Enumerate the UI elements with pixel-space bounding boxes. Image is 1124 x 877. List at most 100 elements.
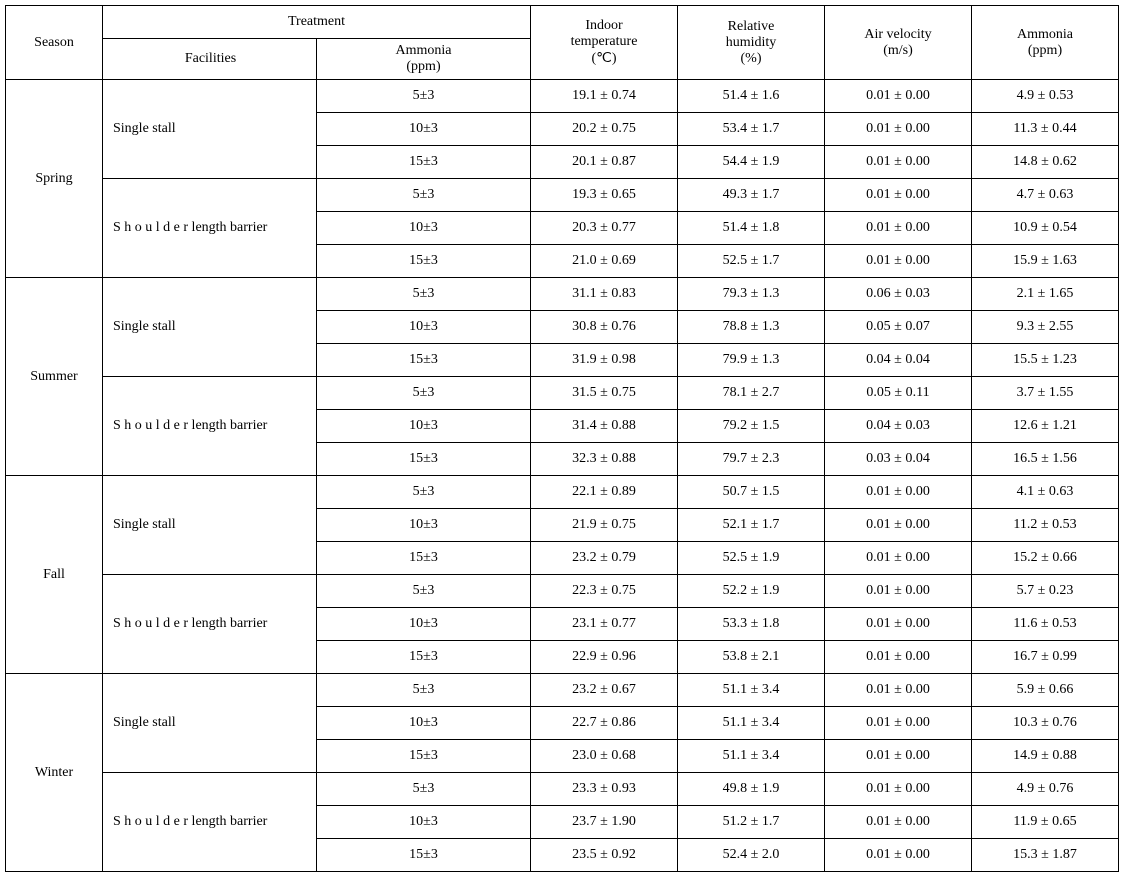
data-cell: 52.1 ± 1.7: [678, 509, 825, 542]
header-treatment: Treatment: [103, 6, 531, 39]
data-cell: 14.9 ± 0.88: [972, 740, 1119, 773]
data-cell: 0.01 ± 0.00: [825, 212, 972, 245]
data-cell: 4.9 ± 0.76: [972, 773, 1119, 806]
data-cell: 15.9 ± 1.63: [972, 245, 1119, 278]
season-cell: Winter: [6, 674, 103, 872]
data-cell: 11.9 ± 0.65: [972, 806, 1119, 839]
data-cell: 11.2 ± 0.53: [972, 509, 1119, 542]
data-cell: 79.7 ± 2.3: [678, 443, 825, 476]
treatment-cell: 5±3: [317, 773, 531, 806]
treatment-cell: 10±3: [317, 212, 531, 245]
data-cell: 22.3 ± 0.75: [531, 575, 678, 608]
data-cell: 51.1 ± 3.4: [678, 740, 825, 773]
treatment-cell: 10±3: [317, 113, 531, 146]
data-cell: 52.5 ± 1.9: [678, 542, 825, 575]
facilities-cell: Single stall: [103, 278, 317, 377]
data-cell: 21.9 ± 0.75: [531, 509, 678, 542]
table-row: WinterSingle stall5±323.2 ± 0.6751.1 ± 3…: [6, 674, 1119, 707]
treatment-cell: 10±3: [317, 509, 531, 542]
data-table: Season Treatment Indoortemperature(℃) Re…: [5, 5, 1119, 872]
data-cell: 0.04 ± 0.04: [825, 344, 972, 377]
data-cell: 14.8 ± 0.62: [972, 146, 1119, 179]
treatment-cell: 15±3: [317, 542, 531, 575]
facilities-cell: S h o u l d e r length barrier: [103, 575, 317, 674]
data-cell: 78.1 ± 2.7: [678, 377, 825, 410]
data-cell: 52.4 ± 2.0: [678, 839, 825, 872]
treatment-cell: 15±3: [317, 344, 531, 377]
facilities-cell: S h o u l d e r length barrier: [103, 377, 317, 476]
data-cell: 19.1 ± 0.74: [531, 80, 678, 113]
treatment-cell: 5±3: [317, 278, 531, 311]
table-row: S h o u l d e r length barrier5±323.3 ± …: [6, 773, 1119, 806]
data-cell: 22.7 ± 0.86: [531, 707, 678, 740]
data-cell: 19.3 ± 0.65: [531, 179, 678, 212]
data-cell: 23.2 ± 0.79: [531, 542, 678, 575]
data-cell: 5.7 ± 0.23: [972, 575, 1119, 608]
facilities-cell: Single stall: [103, 80, 317, 179]
data-cell: 53.4 ± 1.7: [678, 113, 825, 146]
data-cell: 16.7 ± 0.99: [972, 641, 1119, 674]
data-cell: 15.5 ± 1.23: [972, 344, 1119, 377]
treatment-cell: 5±3: [317, 575, 531, 608]
data-cell: 22.1 ± 0.89: [531, 476, 678, 509]
header-season: Season: [6, 6, 103, 80]
data-cell: 31.5 ± 0.75: [531, 377, 678, 410]
data-cell: 31.1 ± 0.83: [531, 278, 678, 311]
header-facilities: Facilities: [103, 39, 317, 80]
header-air-velocity: Air velocity(m/s): [825, 6, 972, 80]
data-cell: 10.3 ± 0.76: [972, 707, 1119, 740]
header-indoor-temp-text: Indoortemperature(℃): [571, 18, 638, 66]
treatment-cell: 5±3: [317, 674, 531, 707]
data-cell: 0.01 ± 0.00: [825, 113, 972, 146]
data-cell: 20.2 ± 0.75: [531, 113, 678, 146]
treatment-cell: 15±3: [317, 146, 531, 179]
data-cell: 51.4 ± 1.6: [678, 80, 825, 113]
data-cell: 49.3 ± 1.7: [678, 179, 825, 212]
season-cell: Fall: [6, 476, 103, 674]
treatment-cell: 5±3: [317, 377, 531, 410]
data-cell: 49.8 ± 1.9: [678, 773, 825, 806]
data-cell: 79.2 ± 1.5: [678, 410, 825, 443]
data-cell: 0.01 ± 0.00: [825, 80, 972, 113]
data-cell: 5.9 ± 0.66: [972, 674, 1119, 707]
data-cell: 23.3 ± 0.93: [531, 773, 678, 806]
data-cell: 78.8 ± 1.3: [678, 311, 825, 344]
season-cell: Spring: [6, 80, 103, 278]
data-cell: 31.4 ± 0.88: [531, 410, 678, 443]
data-cell: 4.7 ± 0.63: [972, 179, 1119, 212]
treatment-cell: 15±3: [317, 443, 531, 476]
treatment-cell: 5±3: [317, 80, 531, 113]
treatment-cell: 5±3: [317, 476, 531, 509]
header-ammonia-result-text: Ammonia(ppm): [1017, 27, 1073, 58]
data-cell: 23.2 ± 0.67: [531, 674, 678, 707]
header-air-velocity-text: Air velocity(m/s): [864, 27, 931, 58]
header-ammonia-result: Ammonia(ppm): [972, 6, 1119, 80]
data-cell: 51.4 ± 1.8: [678, 212, 825, 245]
data-cell: 0.03 ± 0.04: [825, 443, 972, 476]
data-cell: 21.0 ± 0.69: [531, 245, 678, 278]
data-cell: 2.1 ± 1.65: [972, 278, 1119, 311]
table-row: S h o u l d e r length barrier5±322.3 ± …: [6, 575, 1119, 608]
table-row: SummerSingle stall5±331.1 ± 0.8379.3 ± 1…: [6, 278, 1119, 311]
treatment-cell: 15±3: [317, 740, 531, 773]
data-cell: 51.1 ± 3.4: [678, 707, 825, 740]
data-cell: 22.9 ± 0.96: [531, 641, 678, 674]
data-cell: 15.2 ± 0.66: [972, 542, 1119, 575]
treatment-cell: 15±3: [317, 245, 531, 278]
table-row: S h o u l d e r length barrier5±331.5 ± …: [6, 377, 1119, 410]
data-cell: 11.6 ± 0.53: [972, 608, 1119, 641]
data-cell: 23.5 ± 0.92: [531, 839, 678, 872]
facilities-cell: S h o u l d e r length barrier: [103, 179, 317, 278]
header-indoor-temp: Indoortemperature(℃): [531, 6, 678, 80]
data-cell: 0.01 ± 0.00: [825, 740, 972, 773]
data-cell: 15.3 ± 1.87: [972, 839, 1119, 872]
data-cell: 3.7 ± 1.55: [972, 377, 1119, 410]
data-cell: 0.01 ± 0.00: [825, 707, 972, 740]
treatment-cell: 10±3: [317, 608, 531, 641]
treatment-cell: 15±3: [317, 839, 531, 872]
treatment-cell: 15±3: [317, 641, 531, 674]
data-cell: 79.3 ± 1.3: [678, 278, 825, 311]
data-cell: 23.1 ± 0.77: [531, 608, 678, 641]
data-cell: 53.3 ± 1.8: [678, 608, 825, 641]
data-cell: 0.05 ± 0.07: [825, 311, 972, 344]
